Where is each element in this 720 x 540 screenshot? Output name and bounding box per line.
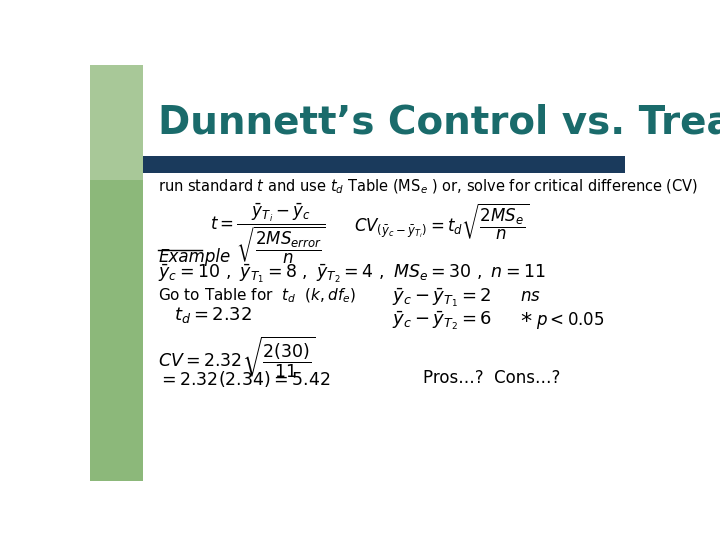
Text: run standard $\mathit{t}$ and use $t_d$ Table (MS$_e$ ) or, solve for critical d: run standard $\mathit{t}$ and use $t_d$ …	[158, 178, 698, 197]
Text: $= 2.32(2.34) = 5.42$: $= 2.32(2.34) = 5.42$	[158, 369, 330, 389]
Text: $t = \dfrac{\bar{y}_{T_i} - \bar{y}_c}{\sqrt{\dfrac{2MS_{error}}{n}}}$: $t = \dfrac{\bar{y}_{T_i} - \bar{y}_c}{\…	[210, 202, 326, 266]
Text: $\bar{y}_c - \bar{y}_{T_1} = 2$: $\bar{y}_c - \bar{y}_{T_1} = 2$	[392, 287, 492, 309]
Text: Dunnett’s Control vs. Treatment: Dunnett’s Control vs. Treatment	[158, 103, 720, 141]
Text: $CV_{(\bar{y}_c - \bar{y}_{T_i})} = t_d\sqrt{\dfrac{2MS_e}{n}}$: $CV_{(\bar{y}_c - \bar{y}_{T_i})} = t_d\…	[354, 202, 528, 242]
Text: $\bar{y}_c - \bar{y}_{T_2} = 6$: $\bar{y}_c - \bar{y}_{T_2} = 6$	[392, 309, 492, 333]
Text: Go to Table for $\ t_d\ \ (k, df_e)$: Go to Table for $\ t_d\ \ (k, df_e)$	[158, 287, 356, 305]
FancyBboxPatch shape	[90, 65, 143, 481]
Text: Example: Example	[158, 248, 230, 266]
Text: $\bar{y}_c = 10\ ,\ \bar{y}_{T_1} = 8\ ,\ \bar{y}_{T_2} = 4\ ,\ MS_e = 30\ ,\ n : $\bar{y}_c = 10\ ,\ \bar{y}_{T_1} = 8\ ,…	[158, 262, 546, 285]
Text: $t_d = 2.32$: $t_d = 2.32$	[174, 305, 252, 325]
Text: $CV = 2.32\sqrt{\dfrac{2(30)}{11}}$: $CV = 2.32\sqrt{\dfrac{2(30)}{11}}$	[158, 334, 316, 380]
Text: $p < 0.05$: $p < 0.05$	[536, 309, 605, 330]
FancyBboxPatch shape	[90, 65, 253, 180]
FancyBboxPatch shape	[143, 65, 648, 481]
Text: Pros…?  Cons…?: Pros…? Cons…?	[423, 369, 561, 387]
FancyBboxPatch shape	[143, 156, 625, 173]
Text: $\mathit{ns}$: $\mathit{ns}$	[520, 287, 541, 305]
Text: $*$: $*$	[520, 309, 533, 329]
